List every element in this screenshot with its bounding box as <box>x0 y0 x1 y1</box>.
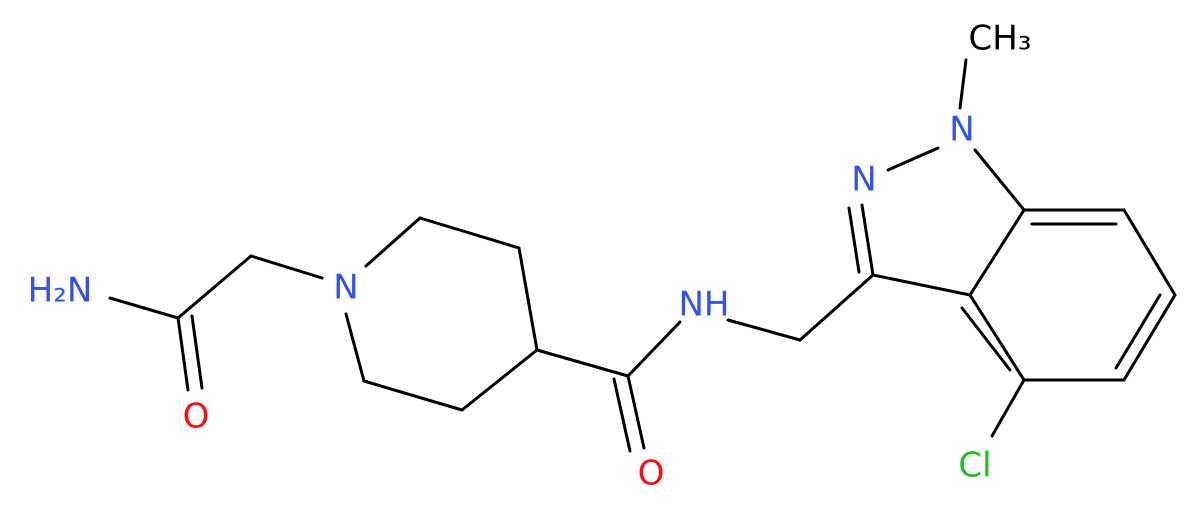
atom-label: N <box>333 268 358 308</box>
bond <box>176 316 190 392</box>
bond <box>344 312 366 383</box>
bond <box>517 246 539 352</box>
bonds <box>108 58 1177 453</box>
bond <box>990 378 1026 438</box>
bond <box>460 348 539 412</box>
bond <box>364 216 422 268</box>
atom-label: N <box>851 160 876 200</box>
bond <box>960 306 1012 372</box>
bond <box>108 296 180 320</box>
bond <box>1122 208 1177 297</box>
atom-label: Cl <box>958 446 991 486</box>
atom-label: CH₃ <box>969 19 1032 59</box>
bond <box>176 254 253 320</box>
bond <box>418 216 521 250</box>
bond <box>968 293 1026 382</box>
bond <box>1122 293 1177 382</box>
bond <box>362 379 464 412</box>
bond <box>798 273 875 342</box>
atom-label: H₂N <box>28 271 93 311</box>
bond <box>1114 293 1162 370</box>
atom-label: NH <box>679 285 730 325</box>
bond <box>726 318 802 342</box>
bond <box>535 348 630 378</box>
bond <box>249 254 324 280</box>
bond <box>190 314 204 390</box>
bond <box>612 377 632 453</box>
bond <box>973 148 1026 212</box>
bond <box>871 273 972 297</box>
bond <box>860 203 875 277</box>
atom-label: N <box>949 110 974 150</box>
bond <box>847 206 861 274</box>
bond <box>968 208 1026 297</box>
bond <box>886 146 940 172</box>
bond <box>626 374 646 450</box>
atom-label: O <box>638 454 665 494</box>
atom-label: O <box>183 397 210 437</box>
bond <box>626 320 682 378</box>
bond <box>958 58 968 110</box>
